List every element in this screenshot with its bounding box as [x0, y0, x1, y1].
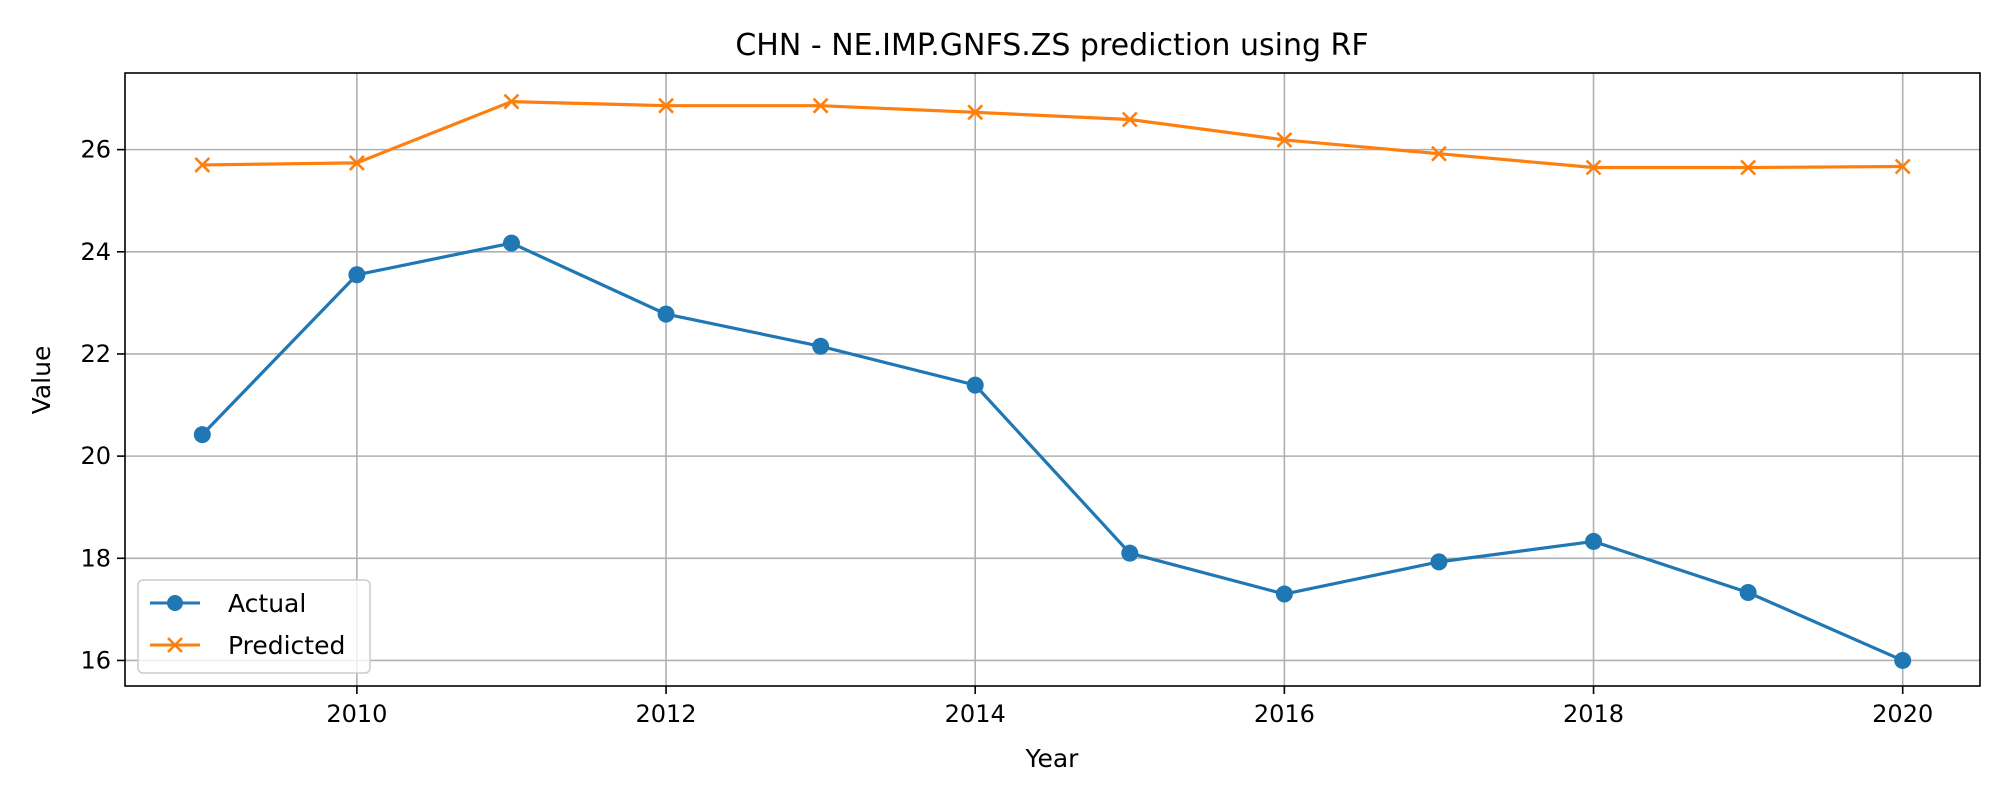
data-point-predicted: [503, 93, 520, 110]
data-point-predicted: [348, 154, 365, 171]
data-point-actual: [657, 305, 675, 323]
x-tick-label: 2020: [1872, 700, 1933, 728]
data-point-actual: [966, 376, 984, 394]
y-tick-label: 22: [80, 340, 111, 368]
data-point-predicted: [1740, 159, 1757, 176]
data-point-actual: [1121, 544, 1139, 562]
legend-x-marker: [167, 637, 183, 653]
x-tick-label: 2016: [1254, 700, 1315, 728]
data-point-predicted: [1121, 111, 1138, 128]
series-layer: [193, 93, 1912, 669]
legend: Actual Predicted: [137, 579, 371, 674]
series-line-actual: [201, 241, 1904, 662]
data-point-actual: [348, 266, 366, 284]
data-point-actual: [193, 426, 211, 444]
data-point-actual: [1739, 584, 1757, 602]
data-point-actual: [812, 337, 830, 355]
data-point-predicted: [194, 157, 211, 173]
data-point-predicted: [658, 97, 674, 114]
y-tick-label: 18: [80, 544, 111, 572]
y-axis: 16 18 20 22 24 26: [80, 136, 125, 674]
data-point-predicted: [1894, 158, 1911, 175]
data-point-predicted: [1585, 159, 1602, 176]
data-point-actual: [1894, 651, 1912, 669]
x-tick-label: 2010: [326, 700, 387, 728]
x-tick-label: 2018: [1563, 700, 1624, 728]
data-point-actual: [502, 234, 520, 252]
plot-area-frame: [124, 72, 1981, 687]
data-point-actual: [1585, 532, 1603, 550]
y-tick-label: 20: [80, 442, 111, 470]
legend-label-predicted: Predicted: [228, 631, 345, 660]
y-tick-label: 26: [80, 136, 111, 164]
data-point-predicted: [967, 104, 984, 121]
chart-title: CHN - NE.IMP.GNFS.ZS prediction using RF: [735, 28, 1368, 63]
y-tick-label: 16: [80, 646, 111, 674]
series-line-predicted: [202, 100, 1903, 170]
x-axis-label: Year: [1025, 744, 1080, 773]
y-tick-label: 24: [80, 238, 111, 266]
data-point-predicted: [1276, 131, 1293, 148]
legend-marker-predicted: [167, 637, 183, 653]
grid: [125, 73, 1980, 686]
legend-label-actual: Actual: [228, 589, 306, 618]
x-tick-label: 2012: [636, 700, 697, 728]
legend-marker-actual: [167, 595, 183, 611]
data-point-actual: [1275, 585, 1293, 603]
y-axis-label: Value: [27, 346, 56, 415]
data-point-predicted: [1431, 145, 1447, 162]
x-tick-label: 2014: [945, 700, 1006, 728]
data-point-predicted: [812, 97, 829, 114]
x-axis: 2010 2012 2014 2016 2018 2020: [326, 686, 1933, 728]
data-point-actual: [1430, 553, 1448, 571]
